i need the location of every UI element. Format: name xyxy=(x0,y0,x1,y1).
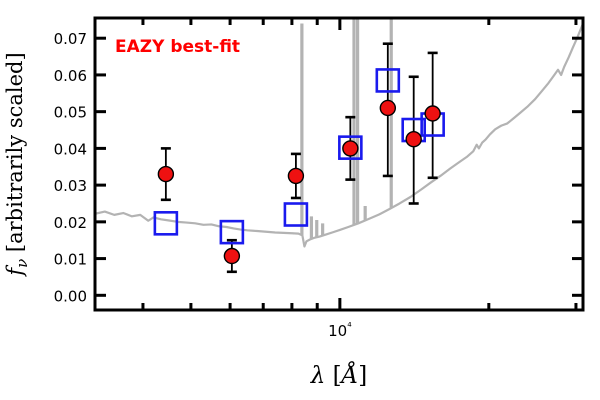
photometry-point xyxy=(405,131,422,148)
annotation-label: EAZY best-fit xyxy=(115,37,240,57)
axis-tick-labels-group: 0.00 0.01 0.02 0.03 0.04 0.05 0.06 0.07 10⁴ xyxy=(54,30,353,340)
y-tick-label: 0.01 xyxy=(54,251,87,269)
photometry-point xyxy=(342,140,359,157)
y-tick-label: 0.00 xyxy=(54,287,87,305)
data-markers-group xyxy=(153,42,445,274)
model-flux-square xyxy=(283,202,309,227)
emission-lines-path xyxy=(300,18,393,239)
photometry-point xyxy=(223,247,241,265)
y-tick-label: 0.04 xyxy=(54,140,87,158)
continuum-path xyxy=(95,23,583,248)
y-tick-label: 0.07 xyxy=(54,30,87,48)
y-tick-label: 0.03 xyxy=(54,177,87,195)
photometry-point xyxy=(287,167,305,185)
model-flux-square xyxy=(153,211,179,236)
model-spectrum-group xyxy=(95,18,583,248)
photometry-point xyxy=(157,165,175,183)
axis-ticks-group xyxy=(95,18,583,310)
model-flux-square xyxy=(375,68,401,93)
x-tick-label: 10⁴ xyxy=(328,320,352,340)
x-axis-label: λ [Å] xyxy=(310,361,367,389)
y-tick-label: 0.06 xyxy=(54,67,87,85)
photometry-point xyxy=(424,105,441,122)
y-tick-label: 0.02 xyxy=(54,214,87,232)
model-flux-square xyxy=(338,135,363,160)
photometry-point xyxy=(379,99,397,117)
y-tick-label: 0.05 xyxy=(54,104,87,122)
axes-frame xyxy=(93,16,585,312)
model-flux-square xyxy=(219,219,245,245)
y-axis-label: fν [arbitrarily scaled] xyxy=(3,52,31,277)
